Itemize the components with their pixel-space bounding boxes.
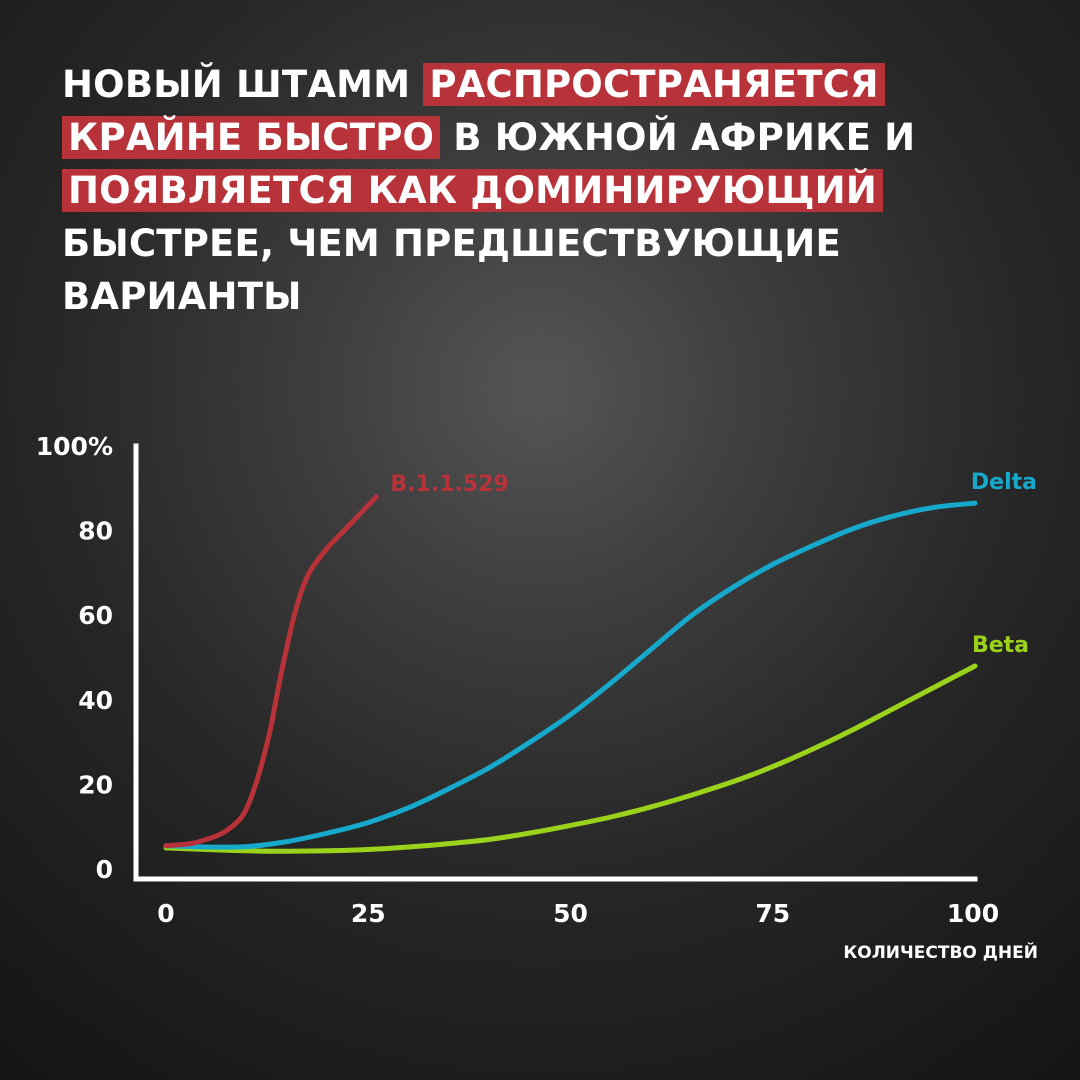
series-line-b-1-1-529: [163, 494, 379, 849]
chart-tick-labels: 0 20 40 60 80 100% 0 25 50 75 100: [36, 432, 999, 928]
x-tick-label: 75: [755, 899, 790, 928]
headline-highlight-dominant: ПОЯВЛЯЕТСЯ КАК ДОМИНИРУЮЩИЙ: [62, 169, 883, 212]
x-tick-label: 0: [157, 899, 174, 928]
series-label-beta: Beta: [972, 633, 1029, 658]
y-tick-label: 0: [96, 855, 113, 884]
series-line-delta: [163, 500, 978, 850]
y-tick-label: 80: [78, 517, 113, 546]
headline: НОВЫЙ ШТАММ РАСПРОСТРАНЯЕТСЯ КРАЙНЕ БЫСТ…: [62, 58, 1042, 323]
chart-series-labels: B.1.1.529 Delta Beta: [390, 470, 1037, 658]
headline-part-3: В ЮЖНОЙ АФРИКЕ И: [440, 116, 916, 159]
x-tick-label: 25: [351, 899, 386, 928]
x-tick-label: 100: [947, 899, 999, 928]
headline-part-5: БЫСТРЕЕ, ЧЕМ ПРЕДШЕСТВУЮЩИЕ ВАРИАНТЫ: [62, 222, 841, 318]
chart-series-lines: [163, 494, 978, 854]
series-label-b-1-1-529: B.1.1.529: [390, 472, 508, 497]
chart-axes: [133, 443, 978, 882]
y-tick-label: 20: [78, 770, 113, 799]
series-label-delta: Delta: [971, 470, 1037, 495]
x-axis-title: КОЛИЧЕСТВО ДНЕЙ: [843, 941, 1038, 963]
series-line-beta: [163, 663, 978, 854]
headline-part-1: НОВЫЙ ШТАММ: [62, 63, 424, 106]
y-tick-label: 60: [78, 601, 113, 630]
y-tick-label: 40: [78, 686, 113, 715]
y-tick-label: 100%: [36, 432, 113, 461]
x-tick-label: 50: [553, 899, 588, 928]
